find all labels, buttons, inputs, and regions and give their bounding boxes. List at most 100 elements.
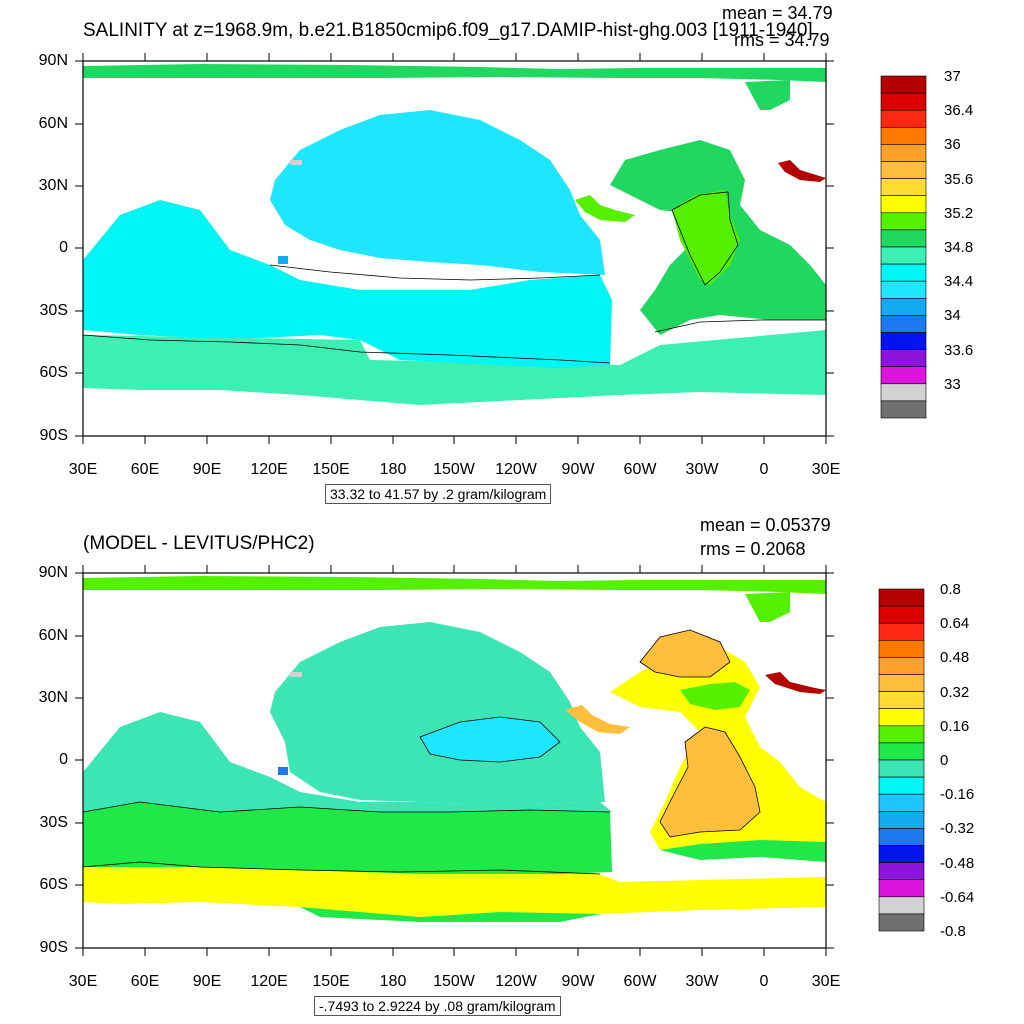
colorbar-swatch <box>878 691 925 710</box>
salinity-panel: SALINITY at z=1968.9m, b.e21.B1850cmip6.… <box>38 3 974 504</box>
north-atlantic-high-lat <box>745 592 790 622</box>
colorbar-label: 0.16 <box>940 717 970 735</box>
range-info-box: -.7493 to 2.9224 by .08 gram/kilogram <box>314 996 561 1016</box>
atlantic-orange-core <box>660 727 760 837</box>
colorbar-swatch <box>878 588 925 607</box>
colorbar-label: 34.4 <box>944 273 974 291</box>
arctic-region <box>83 64 826 82</box>
lon-label: 30E <box>811 973 841 990</box>
lat-label: 90S <box>39 939 68 956</box>
colorbar-swatch <box>880 383 927 402</box>
colorbar-swatch <box>880 332 927 350</box>
colorbar <box>878 588 925 932</box>
caribbean-bits <box>575 195 635 222</box>
colorbar-swatch <box>878 776 925 795</box>
colorbar-label: 34.8 <box>944 239 974 256</box>
lat-label: 30S <box>39 302 68 319</box>
atlantic-core <box>672 190 740 285</box>
range-info-box: 33.32 to 41.57 by .2 gram/kilogram <box>325 484 552 504</box>
lon-label: 150W <box>433 461 475 478</box>
colorbar-swatch <box>878 622 925 641</box>
colorbar-swatch <box>878 845 925 863</box>
lon-label: 120W <box>495 973 537 990</box>
colorbar-label: 34 <box>944 307 961 325</box>
colorbar-swatch <box>880 246 927 265</box>
lon-label: 90W <box>561 461 595 478</box>
pacific-region <box>270 110 605 275</box>
mediterranean-high <box>778 160 826 182</box>
colorbar-swatch <box>878 896 925 915</box>
lon-label: 120E <box>250 973 288 990</box>
colorbar-label: 0.32 <box>940 683 970 701</box>
colorbar-label: 0 <box>940 752 949 769</box>
colorbar-swatch <box>880 127 927 145</box>
lat-label: 60N <box>38 627 68 644</box>
contour-lines <box>82 191 826 364</box>
lon-label: 30E <box>68 973 98 990</box>
north-atlantic-high-lat <box>745 80 790 110</box>
colorbar-label: 0.8 <box>940 581 961 598</box>
contour-line <box>659 726 761 838</box>
lon-label: 30W <box>685 973 719 990</box>
colorbar-label: -0.8 <box>940 923 966 940</box>
map-title: SALINITY at z=1968.9m, b.e21.B1850cmip6.… <box>83 20 813 41</box>
caribbean-bits <box>565 705 630 734</box>
difference-map <box>75 565 925 956</box>
colorbar-swatch <box>880 349 927 368</box>
lat-label: 30N <box>38 177 68 194</box>
colorbar <box>880 75 927 419</box>
lon-label: 30E <box>811 461 841 478</box>
lon-label: 120E <box>250 461 288 478</box>
colorbar-swatch <box>880 109 927 128</box>
mediterranean-high <box>765 672 826 694</box>
lon-label: 120W <box>495 461 537 478</box>
lon-label: 60W <box>623 461 657 478</box>
colorbar-swatch <box>880 315 927 333</box>
colorbar-swatch <box>878 828 925 846</box>
contour-line <box>419 716 561 763</box>
lat-label: 60S <box>39 364 68 381</box>
colorbar-label: 35.2 <box>944 204 974 222</box>
japan-sea-speck <box>290 160 302 165</box>
mean-stat: mean = 34.79 <box>722 3 833 23</box>
equatorial-cyan-patch <box>420 717 560 762</box>
axis-ticks <box>75 53 834 444</box>
contour-line <box>654 319 826 333</box>
colorbar-label: 0.48 <box>940 649 970 667</box>
japan-sea-speck <box>290 672 302 677</box>
colorbar-swatch <box>878 759 925 778</box>
south-green-band <box>83 802 612 874</box>
contour-line <box>269 264 601 281</box>
lon-label: 90E <box>192 973 222 990</box>
difference-panel: (MODEL - LEVITUS/PHC2) mean = 0.05379 rm… <box>0 512 1024 1024</box>
indonesia-speck <box>278 256 288 264</box>
colorbar-swatch <box>880 297 927 316</box>
lat-label: 90N <box>38 52 68 69</box>
colorbar-swatch <box>880 212 927 231</box>
axis-ticks <box>75 565 834 956</box>
colorbar-label: -0.32 <box>940 820 975 838</box>
colorbar-swatch <box>880 400 927 419</box>
colorbar-swatch <box>880 161 927 179</box>
colorbar-swatch <box>880 195 927 214</box>
lon-label: 180 <box>379 461 407 478</box>
south-atlantic-green <box>660 840 826 862</box>
lon-label: 90W <box>561 973 595 990</box>
lon-label: 150E <box>312 973 350 990</box>
lat-label: 0 <box>59 751 68 768</box>
contour-line <box>82 801 611 813</box>
colorbar-label: 0.64 <box>940 615 970 633</box>
lon-label: 150W <box>433 973 475 990</box>
lat-label: 30S <box>39 814 68 831</box>
colorbar-swatch <box>880 178 927 197</box>
colorbar-swatch <box>878 640 925 658</box>
colorbar-swatch <box>878 810 925 829</box>
southern-ocean-yellow <box>83 862 826 917</box>
colorbar-label: 37 <box>944 68 961 85</box>
indonesia-speck <box>278 767 288 775</box>
colorbar-swatch <box>880 229 927 248</box>
arctic-region <box>83 576 826 594</box>
colorbar-label: 36.4 <box>944 102 974 120</box>
lat-label: 60N <box>38 115 68 132</box>
contour-line <box>82 334 611 364</box>
